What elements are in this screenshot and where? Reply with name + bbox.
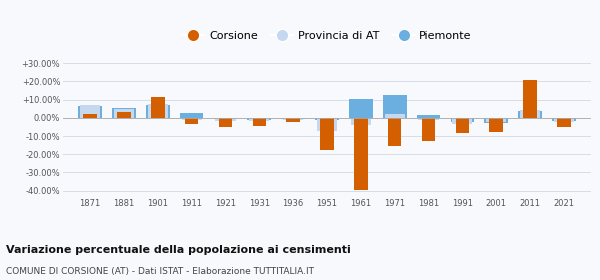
Bar (520, 110, 540, 118)
Bar (283, 118, 303, 120)
Bar (249, 118, 269, 122)
Bar (112, 108, 136, 118)
Bar (385, 114, 405, 118)
Bar (114, 109, 134, 118)
Bar (557, 118, 571, 127)
Text: COMUNE DI CORSIONE (AT) - Dati ISTAT - Elaborazione TUTTITALIA.IT: COMUNE DI CORSIONE (AT) - Dati ISTAT - E… (6, 267, 314, 276)
Bar (148, 104, 168, 118)
Bar (552, 118, 576, 121)
Bar (451, 118, 474, 122)
Bar (422, 118, 436, 141)
Bar (351, 118, 371, 125)
Bar (452, 118, 472, 124)
Bar (180, 113, 203, 118)
Bar (486, 118, 506, 122)
Bar (320, 118, 334, 150)
Bar (281, 118, 305, 119)
Text: Variazione percentuale della popolazione ai censimenti: Variazione percentuale della popolazione… (6, 245, 351, 255)
Bar (253, 118, 266, 126)
Bar (349, 99, 373, 118)
Bar (117, 112, 131, 118)
Bar (317, 118, 337, 130)
Bar (315, 118, 339, 120)
Bar (383, 95, 407, 118)
Bar (247, 118, 271, 120)
Bar (523, 80, 537, 118)
Bar (214, 118, 238, 119)
Legend: Corsione, Provincia di AT, Piemonte: Corsione, Provincia di AT, Piemonte (182, 31, 472, 41)
Bar (83, 114, 97, 118)
Bar (388, 118, 401, 146)
Bar (554, 118, 574, 122)
Bar (80, 105, 100, 118)
Bar (218, 118, 232, 127)
Bar (185, 118, 199, 124)
Bar (416, 115, 440, 118)
Bar (78, 106, 102, 118)
Bar (151, 97, 164, 118)
Bar (215, 118, 236, 121)
Bar (354, 118, 368, 190)
Bar (484, 118, 508, 123)
Bar (455, 118, 469, 133)
Bar (490, 118, 503, 132)
Bar (286, 118, 300, 122)
Bar (146, 105, 170, 118)
Bar (518, 111, 542, 118)
Bar (182, 118, 202, 120)
Bar (418, 118, 439, 120)
